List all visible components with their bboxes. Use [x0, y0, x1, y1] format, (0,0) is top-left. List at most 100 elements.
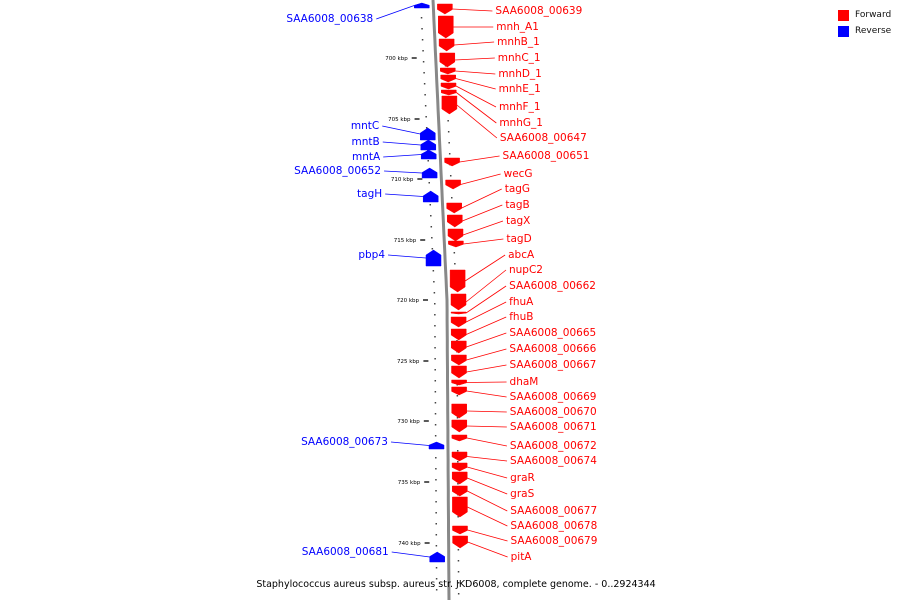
gene-arrow-graR[interactable] [451, 462, 468, 472]
gene-SAA6008_00639[interactable]: SAA6008_00639 [437, 3, 582, 17]
gene-SAA6008_00665[interactable]: SAA6008_00665 [451, 327, 596, 354]
gene-SAA6008_00651[interactable]: SAA6008_00651 [444, 150, 590, 167]
gene-arrow-mnhG_1[interactable] [441, 89, 457, 96]
gene-mntC[interactable]: mntC [351, 120, 436, 141]
gene-label-mntB[interactable]: mntB [352, 136, 380, 148]
gene-label-mnh_A1[interactable]: mnh_A1 [496, 21, 539, 33]
gene-label-mnhB_1[interactable]: mnhB_1 [497, 36, 540, 48]
gene-arrow-mntB[interactable] [420, 139, 437, 151]
gene-tagB[interactable]: tagB [447, 199, 530, 228]
gene-SAA6008_00671[interactable]: SAA6008_00671 [451, 419, 597, 433]
gene-label-SAA6008_00672[interactable]: SAA6008_00672 [510, 440, 597, 452]
gene-fhuA[interactable]: fhuA [450, 296, 534, 328]
gene-arrow-SAA6008_00638[interactable] [414, 2, 430, 9]
gene-arrow-nupC2[interactable] [450, 293, 467, 311]
gene-SAA6008_00672[interactable]: SAA6008_00672 [451, 434, 597, 452]
gene-SAA6008_00652[interactable]: SAA6008_00652 [294, 165, 438, 179]
gene-label-SAA6008_00670[interactable]: SAA6008_00670 [510, 406, 597, 418]
gene-wecG[interactable]: wecG [445, 168, 533, 190]
gene-label-fhuB[interactable]: fhuB [509, 311, 533, 323]
gene-arrow-SAA6008_00651[interactable] [444, 157, 460, 167]
gene-arrow-dhaM[interactable] [451, 379, 467, 386]
gene-label-mnhF_1[interactable]: mnhF_1 [499, 101, 541, 113]
gene-mntB[interactable]: mntB [352, 136, 437, 151]
gene-label-SAA6008_00647[interactable]: SAA6008_00647 [500, 132, 587, 144]
gene-arrow-tagD[interactable] [448, 240, 464, 248]
gene-arrow-pitA[interactable] [452, 535, 468, 549]
gene-label-mnhE_1[interactable]: mnhE_1 [499, 83, 541, 95]
gene-label-SAA6008_00681[interactable]: SAA6008_00681 [302, 546, 389, 558]
gene-arrow-SAA6008_00674[interactable] [451, 451, 468, 462]
gene-arrow-mnh_A1[interactable] [438, 15, 454, 39]
gene-arrow-SAA6008_00662[interactable] [450, 311, 467, 315]
gene-arrow-wecG[interactable] [445, 179, 461, 190]
gene-SAA6008_00677[interactable]: SAA6008_00677 [452, 485, 597, 517]
gene-label-mnhG_1[interactable]: mnhG_1 [499, 117, 543, 129]
gene-label-pitA[interactable]: pitA [511, 551, 533, 563]
gene-arrow-SAA6008_00671[interactable] [451, 419, 468, 433]
gene-arrow-mnhB_1[interactable] [438, 38, 455, 52]
gene-nupC2[interactable]: nupC2 [450, 264, 543, 311]
gene-arrow-abcA[interactable] [449, 269, 466, 293]
gene-label-SAA6008_00652[interactable]: SAA6008_00652 [294, 165, 381, 177]
gene-arrow-mntC[interactable] [420, 127, 436, 141]
gene-SAA6008_00678[interactable]: SAA6008_00678 [452, 496, 597, 532]
gene-label-SAA6008_00666[interactable]: SAA6008_00666 [509, 343, 596, 355]
gene-mntA[interactable]: mntA [352, 149, 437, 163]
gene-arrow-pbp4[interactable] [425, 249, 442, 267]
gene-arrow-SAA6008_00666[interactable] [451, 354, 467, 366]
gene-arrow-SAA6008_00673[interactable] [428, 441, 445, 450]
gene-label-graS[interactable]: graS [510, 488, 534, 500]
gene-arrow-SAA6008_00678[interactable] [452, 496, 468, 518]
gene-SAA6008_00673[interactable]: SAA6008_00673 [301, 436, 445, 450]
gene-label-SAA6008_00678[interactable]: SAA6008_00678 [510, 520, 597, 532]
gene-arrow-tagX[interactable] [447, 228, 464, 242]
gene-SAA6008_00679[interactable]: SAA6008_00679 [452, 525, 598, 547]
gene-pitA[interactable]: pitA [452, 535, 533, 563]
gene-label-SAA6008_00674[interactable]: SAA6008_00674 [510, 455, 597, 467]
gene-arrow-SAA6008_00681[interactable] [429, 551, 445, 563]
gene-graS[interactable]: graS [451, 471, 535, 500]
gene-SAA6008_00667[interactable]: SAA6008_00667 [451, 359, 597, 379]
gene-arrow-SAA6008_00677[interactable] [452, 485, 468, 497]
gene-SAA6008_00681[interactable]: SAA6008_00681 [302, 546, 445, 563]
gene-label-SAA6008_00639[interactable]: SAA6008_00639 [495, 5, 582, 17]
gene-label-tagG[interactable]: tagG [505, 183, 530, 195]
gene-mnhF_1[interactable]: mnhF_1 [440, 82, 541, 113]
gene-label-pbp4[interactable]: pbp4 [358, 249, 385, 261]
gene-arrow-SAA6008_00647[interactable] [441, 95, 458, 115]
gene-arrow-SAA6008_00672[interactable] [451, 434, 468, 442]
gene-SAA6008_00638[interactable]: SAA6008_00638 [286, 2, 430, 25]
gene-mnh_A1[interactable]: mnh_A1 [438, 15, 539, 39]
gene-mnhB_1[interactable]: mnhB_1 [438, 36, 540, 52]
gene-tagD[interactable]: tagD [448, 233, 532, 248]
gene-arrow-mnhE_1[interactable] [440, 74, 456, 83]
gene-fhuB[interactable]: fhuB [450, 311, 533, 341]
gene-SAA6008_00647[interactable]: SAA6008_00647 [441, 95, 587, 144]
gene-label-mntC[interactable]: mntC [351, 120, 379, 132]
gene-arrow-mntA[interactable] [420, 149, 437, 160]
gene-arrow-tagH[interactable] [422, 190, 439, 203]
gene-label-SAA6008_00679[interactable]: SAA6008_00679 [511, 535, 598, 547]
gene-label-SAA6008_00667[interactable]: SAA6008_00667 [509, 359, 596, 371]
gene-label-tagX[interactable]: tagX [506, 215, 530, 227]
gene-SAA6008_00674[interactable]: SAA6008_00674 [451, 451, 597, 467]
gene-label-dhaM[interactable]: dhaM [510, 376, 539, 388]
gene-label-tagH[interactable]: tagH [357, 188, 382, 200]
gene-arrow-SAA6008_00665[interactable] [451, 340, 467, 354]
gene-label-SAA6008_00671[interactable]: SAA6008_00671 [510, 421, 597, 433]
gene-label-wecG[interactable]: wecG [504, 168, 533, 180]
gene-tagG[interactable]: tagG [446, 183, 530, 214]
gene-mnhE_1[interactable]: mnhE_1 [440, 74, 541, 95]
gene-arrow-graS[interactable] [451, 471, 468, 485]
gene-arrow-mnhD_1[interactable] [440, 67, 456, 75]
gene-arrow-SAA6008_00667[interactable] [451, 365, 467, 379]
gene-label-SAA6008_00665[interactable]: SAA6008_00665 [509, 327, 596, 339]
gene-label-SAA6008_00677[interactable]: SAA6008_00677 [510, 505, 597, 517]
gene-arrow-tagG[interactable] [446, 202, 462, 214]
gene-label-SAA6008_00673[interactable]: SAA6008_00673 [301, 436, 388, 448]
gene-tagH[interactable]: tagH [357, 188, 439, 203]
gene-mnhD_1[interactable]: mnhD_1 [440, 67, 542, 80]
gene-arrow-SAA6008_00669[interactable] [451, 386, 467, 396]
gene-mnhG_1[interactable]: mnhG_1 [441, 89, 543, 129]
